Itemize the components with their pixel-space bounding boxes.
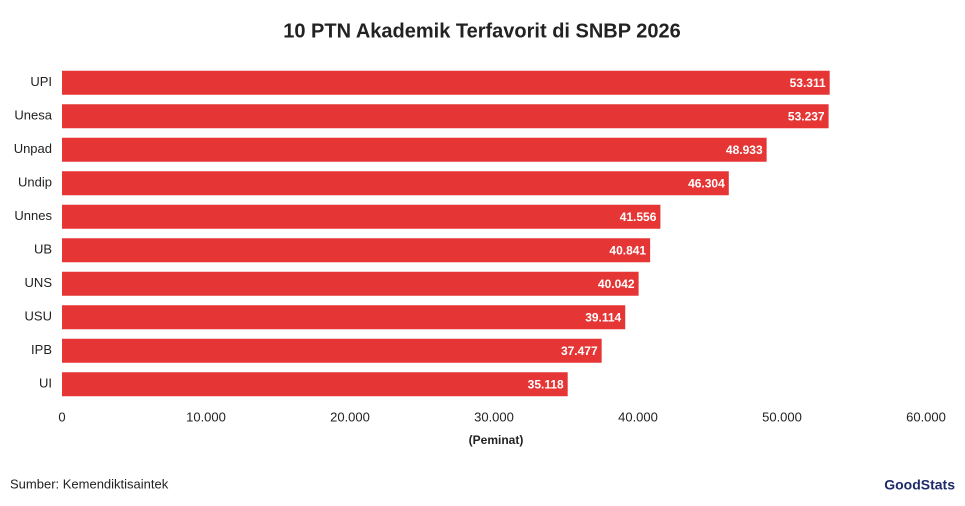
bar (62, 305, 626, 330)
value-label: 46.304 (688, 176, 725, 190)
x-tick-label: 50.000 (762, 409, 802, 424)
value-label: 39.114 (585, 310, 621, 324)
y-tick-label: UNS (25, 275, 53, 290)
source: Sumber: Kemendiktisaintek (10, 476, 169, 491)
y-tick-label: UPI (30, 74, 52, 89)
bar (62, 137, 767, 162)
bar (62, 70, 830, 95)
y-tick-label: USU (25, 309, 52, 324)
x-tick-label: 30.000 (474, 409, 514, 424)
bar (62, 238, 651, 263)
y-tick-label: Unpad (14, 141, 52, 156)
y-tick-label: UB (34, 242, 52, 257)
bar (62, 171, 729, 196)
value-label: 48.933 (726, 143, 763, 157)
bar (62, 104, 829, 129)
bar (62, 271, 639, 296)
x-tick-label: 40.000 (618, 409, 658, 424)
logo: GoodStats (884, 477, 955, 493)
value-label: 41.556 (620, 210, 657, 224)
value-label: 35.118 (528, 377, 564, 391)
x-axis-title: (Peminat) (469, 433, 524, 447)
bar (62, 204, 661, 229)
y-tick-label: UI (39, 376, 52, 391)
bar (62, 338, 602, 363)
y-tick-label: IPB (31, 342, 52, 357)
y-tick-label: Unnes (14, 208, 52, 223)
value-label: 53.237 (788, 109, 825, 123)
chart-title: 10 PTN Akademik Terfavorit di SNBP 2026 (283, 20, 681, 42)
x-tick-label: 60.000 (906, 409, 946, 424)
bar (62, 372, 568, 397)
value-label: 53.311 (790, 76, 826, 90)
value-label: 40.841 (609, 243, 646, 257)
value-label: 37.477 (561, 344, 598, 358)
value-label: 40.042 (598, 277, 635, 291)
x-tick-label: 10.000 (186, 409, 226, 424)
x-tick-label: 0 (58, 409, 65, 424)
y-tick-label: Undip (18, 175, 52, 190)
y-tick-label: Unesa (14, 108, 52, 123)
x-tick-label: 20.000 (330, 409, 370, 424)
